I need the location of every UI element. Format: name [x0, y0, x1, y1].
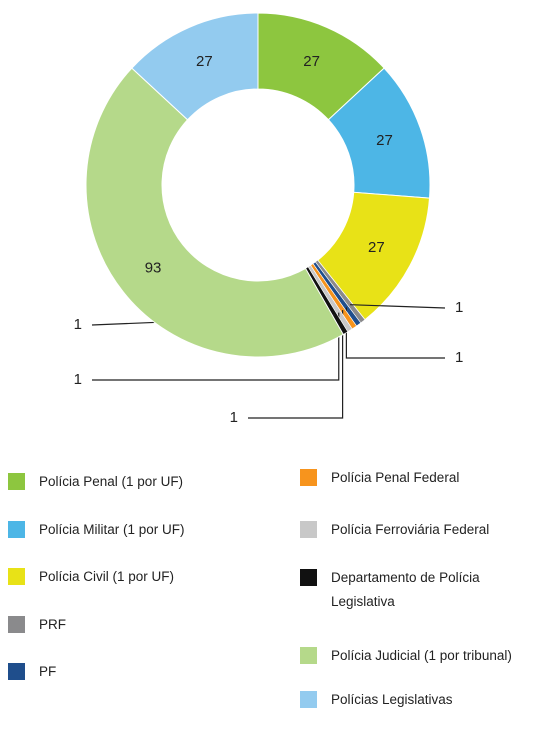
data-label: 27	[196, 53, 213, 70]
legend-item: Polícia Penal (1 por UF)	[8, 470, 183, 494]
legend-label: Polícia Civil (1 por UF)	[39, 569, 175, 584]
legend-item: Polícias Legislativas	[300, 688, 453, 712]
legend-swatch	[300, 569, 317, 586]
data-label: 27	[303, 53, 320, 70]
chart: 27 27 27 1 1 1 1 1 93 27	[74, 12, 463, 426]
legend-item: PF	[8, 660, 56, 684]
legend-swatch	[8, 663, 25, 680]
legend-item: Polícia Penal Federal	[300, 466, 459, 490]
legend-label: PF	[39, 664, 57, 679]
legend-item: PRF	[8, 613, 66, 637]
legend-item: Polícia Militar (1 por UF)	[8, 518, 185, 542]
legend-label: PRF	[39, 616, 66, 632]
data-label: 1	[455, 349, 463, 366]
legend-label: Departamento de Polícia Legislativa	[331, 570, 480, 609]
data-label: 1	[455, 299, 463, 316]
legend-item: Departamento de Polícia Legislativa	[300, 566, 506, 614]
data-label: 93	[145, 259, 162, 276]
legend-label: Polícia Ferroviária Federal	[331, 522, 490, 537]
legend-swatch	[300, 521, 317, 538]
data-label: 27	[368, 239, 385, 256]
legend-label: Polícias Legislativas	[331, 692, 453, 707]
legend-item: Polícia Ferroviária Federal	[300, 518, 489, 542]
legend-swatch	[300, 469, 317, 486]
leader-line	[248, 310, 344, 419]
data-label: 27	[376, 132, 393, 149]
legend-swatch	[300, 691, 317, 708]
legend-label: Polícia Judicial (1 por tribunal)	[331, 648, 512, 663]
legend-item: Polícia Judicial (1 por tribunal)	[300, 644, 512, 668]
legend-label: Polícia Penal (1 por UF)	[39, 474, 184, 489]
leader-line	[350, 304, 446, 309]
legend-swatch	[300, 647, 317, 664]
legend-swatch	[8, 568, 25, 585]
data-label: 1	[74, 371, 82, 388]
legend-swatch	[8, 473, 25, 490]
legend-label: Polícia Militar (1 por UF)	[39, 521, 185, 537]
data-label: 1	[74, 316, 82, 333]
legend-label: Polícia Penal Federal	[331, 470, 460, 485]
donut-segment	[131, 12, 259, 121]
donut-segment	[85, 67, 344, 358]
data-label: 1	[230, 409, 238, 426]
legend-swatch	[8, 615, 25, 633]
legend-item: Polícia Civil (1 por UF)	[8, 565, 174, 589]
legend-swatch	[8, 520, 25, 538]
